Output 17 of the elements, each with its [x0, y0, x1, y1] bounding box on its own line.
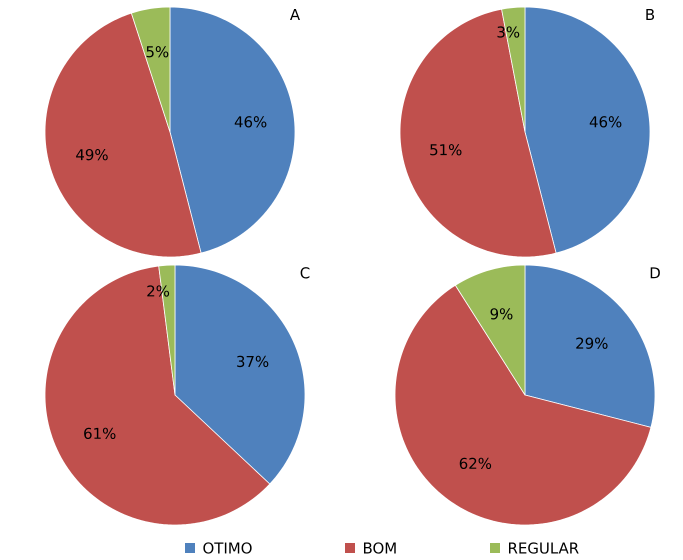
data-label: 51% — [430, 144, 462, 156]
data-label: 5% — [146, 46, 168, 58]
data-label: 49% — [76, 149, 108, 160]
data-label: 29% — [576, 338, 608, 349]
data-label: 46% — [234, 116, 266, 128]
data-label: 37% — [237, 356, 268, 368]
legend-label: OTIMO — [203, 542, 252, 554]
data-label: 9% — [490, 308, 512, 320]
chart-title: A — [290, 9, 300, 20]
chart-title: B — [646, 9, 654, 20]
legend-label: BOM — [364, 542, 396, 554]
data-label: 62% — [460, 458, 492, 470]
chart-title: C — [300, 267, 310, 278]
chart-title: D — [650, 267, 660, 278]
data-label: 46% — [590, 116, 622, 128]
legend-label: REGULAR — [508, 542, 579, 554]
data-label: 61% — [84, 428, 116, 440]
